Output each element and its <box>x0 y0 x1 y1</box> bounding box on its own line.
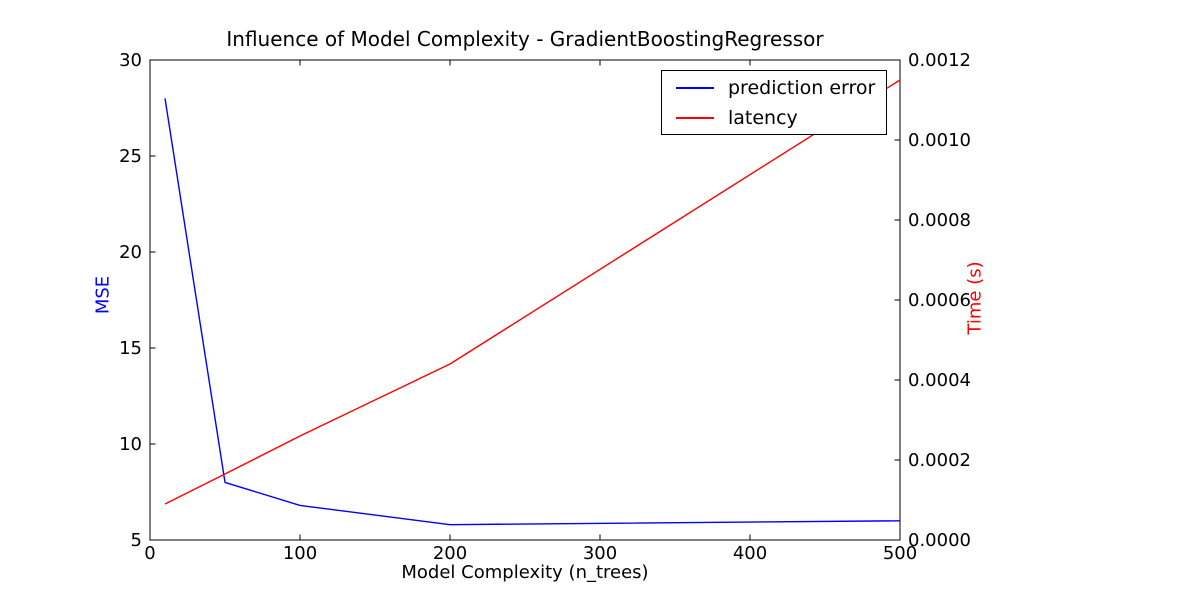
legend-item-latency: latency <box>676 106 886 130</box>
y-left-tick-label: 5 <box>131 530 142 551</box>
y-right-tick-label: 0.0012 <box>908 50 971 71</box>
legend: prediction error latency <box>661 70 887 135</box>
y-left-tick-label: 20 <box>119 242 142 263</box>
y-right-tick-label: 0.0004 <box>908 370 971 391</box>
legend-line-sample-latency <box>676 116 714 119</box>
y-right-tick-label: 0.0010 <box>908 130 971 151</box>
legend-label-prediction-error: prediction error <box>728 76 876 99</box>
series-line-prediction-error <box>164 98 901 526</box>
legend-label-latency: latency <box>728 106 798 129</box>
legend-item-prediction-error: prediction error <box>676 76 886 100</box>
x-tick-label: 400 <box>733 543 767 564</box>
x-tick-label: 300 <box>583 543 617 564</box>
x-tick-label: 200 <box>433 543 467 564</box>
y-right-tick-label: 0.0008 <box>908 210 971 231</box>
x-tick-label: 500 <box>883 543 917 564</box>
chart-title: Influence of Model Complexity - Gradient… <box>226 27 824 51</box>
legend-line-sample-prediction-error <box>676 86 714 89</box>
y-left-tick-label: 10 <box>119 434 142 455</box>
y-left-tick-label: 30 <box>119 50 142 71</box>
right-axis-label: Time (s) <box>964 261 986 335</box>
x-tick-label: 0 <box>144 543 155 564</box>
x-tick-label: 100 <box>283 543 317 564</box>
y-left-tick-label: 25 <box>119 146 142 167</box>
left-axis-label: MSE <box>92 275 114 315</box>
series-line-latency <box>164 79 901 505</box>
x-axis-label: Model Complexity (n_trees) <box>401 562 649 583</box>
y-right-tick-label: 0.0002 <box>908 450 971 471</box>
y-right-tick-label: 0.0006 <box>908 290 971 311</box>
y-left-tick-label: 15 <box>119 338 142 359</box>
y-right-tick-label: 0.0000 <box>908 530 971 551</box>
